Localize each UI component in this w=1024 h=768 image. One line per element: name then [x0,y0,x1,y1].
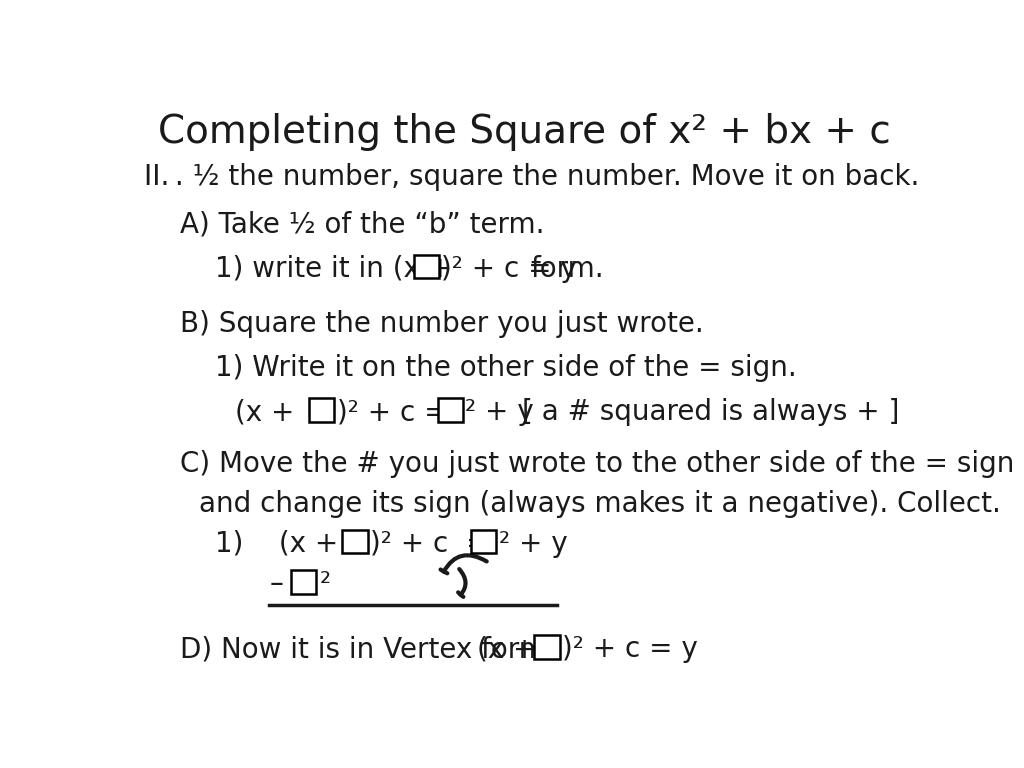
Text: II. . ½ the number, square the number. Move it on back.: II. . ½ the number, square the number. M… [143,163,920,191]
Text: D) Now it is in Vertex form:: D) Now it is in Vertex form: [179,635,555,663]
Text: ² + y: ² + y [499,530,567,558]
Text: Completing the Square of x² + bx + c: Completing the Square of x² + bx + c [159,113,891,151]
Text: ² + y: ² + y [465,399,534,426]
FancyBboxPatch shape [437,399,463,422]
Text: 1) write it in (x +: 1) write it in (x + [215,255,453,283]
Text: ²: ² [319,570,331,598]
Text: )² + c =: )² + c = [337,399,447,426]
FancyBboxPatch shape [535,635,560,659]
Text: –: – [269,570,283,598]
Text: )² + c = y: )² + c = y [441,255,578,283]
FancyBboxPatch shape [414,255,439,279]
Text: (x +: (x + [477,635,537,663]
FancyBboxPatch shape [342,530,368,554]
Text: )² + c  =: )² + c = [370,530,489,558]
Text: 1) Write it on the other side of the = sign.: 1) Write it on the other side of the = s… [215,353,797,382]
Text: form.: form. [530,255,604,283]
Text: A) Take ½ of the “b” term.: A) Take ½ of the “b” term. [179,210,544,238]
FancyBboxPatch shape [471,530,497,554]
Text: )² + c = y: )² + c = y [562,635,697,663]
FancyBboxPatch shape [309,399,334,422]
FancyBboxPatch shape [291,570,316,594]
Text: and change its sign (always makes it a negative). Collect.: and change its sign (always makes it a n… [200,489,1001,518]
Text: (x +: (x + [236,399,295,426]
Text: C) Move the # you just wrote to the other side of the = sign: C) Move the # you just wrote to the othe… [179,450,1014,478]
Text: 1)    (x +: 1) (x + [215,530,339,558]
Text: B) Square the number you just wrote.: B) Square the number you just wrote. [179,310,703,338]
Text: [ a # squared is always + ]: [ a # squared is always + ] [522,399,900,426]
